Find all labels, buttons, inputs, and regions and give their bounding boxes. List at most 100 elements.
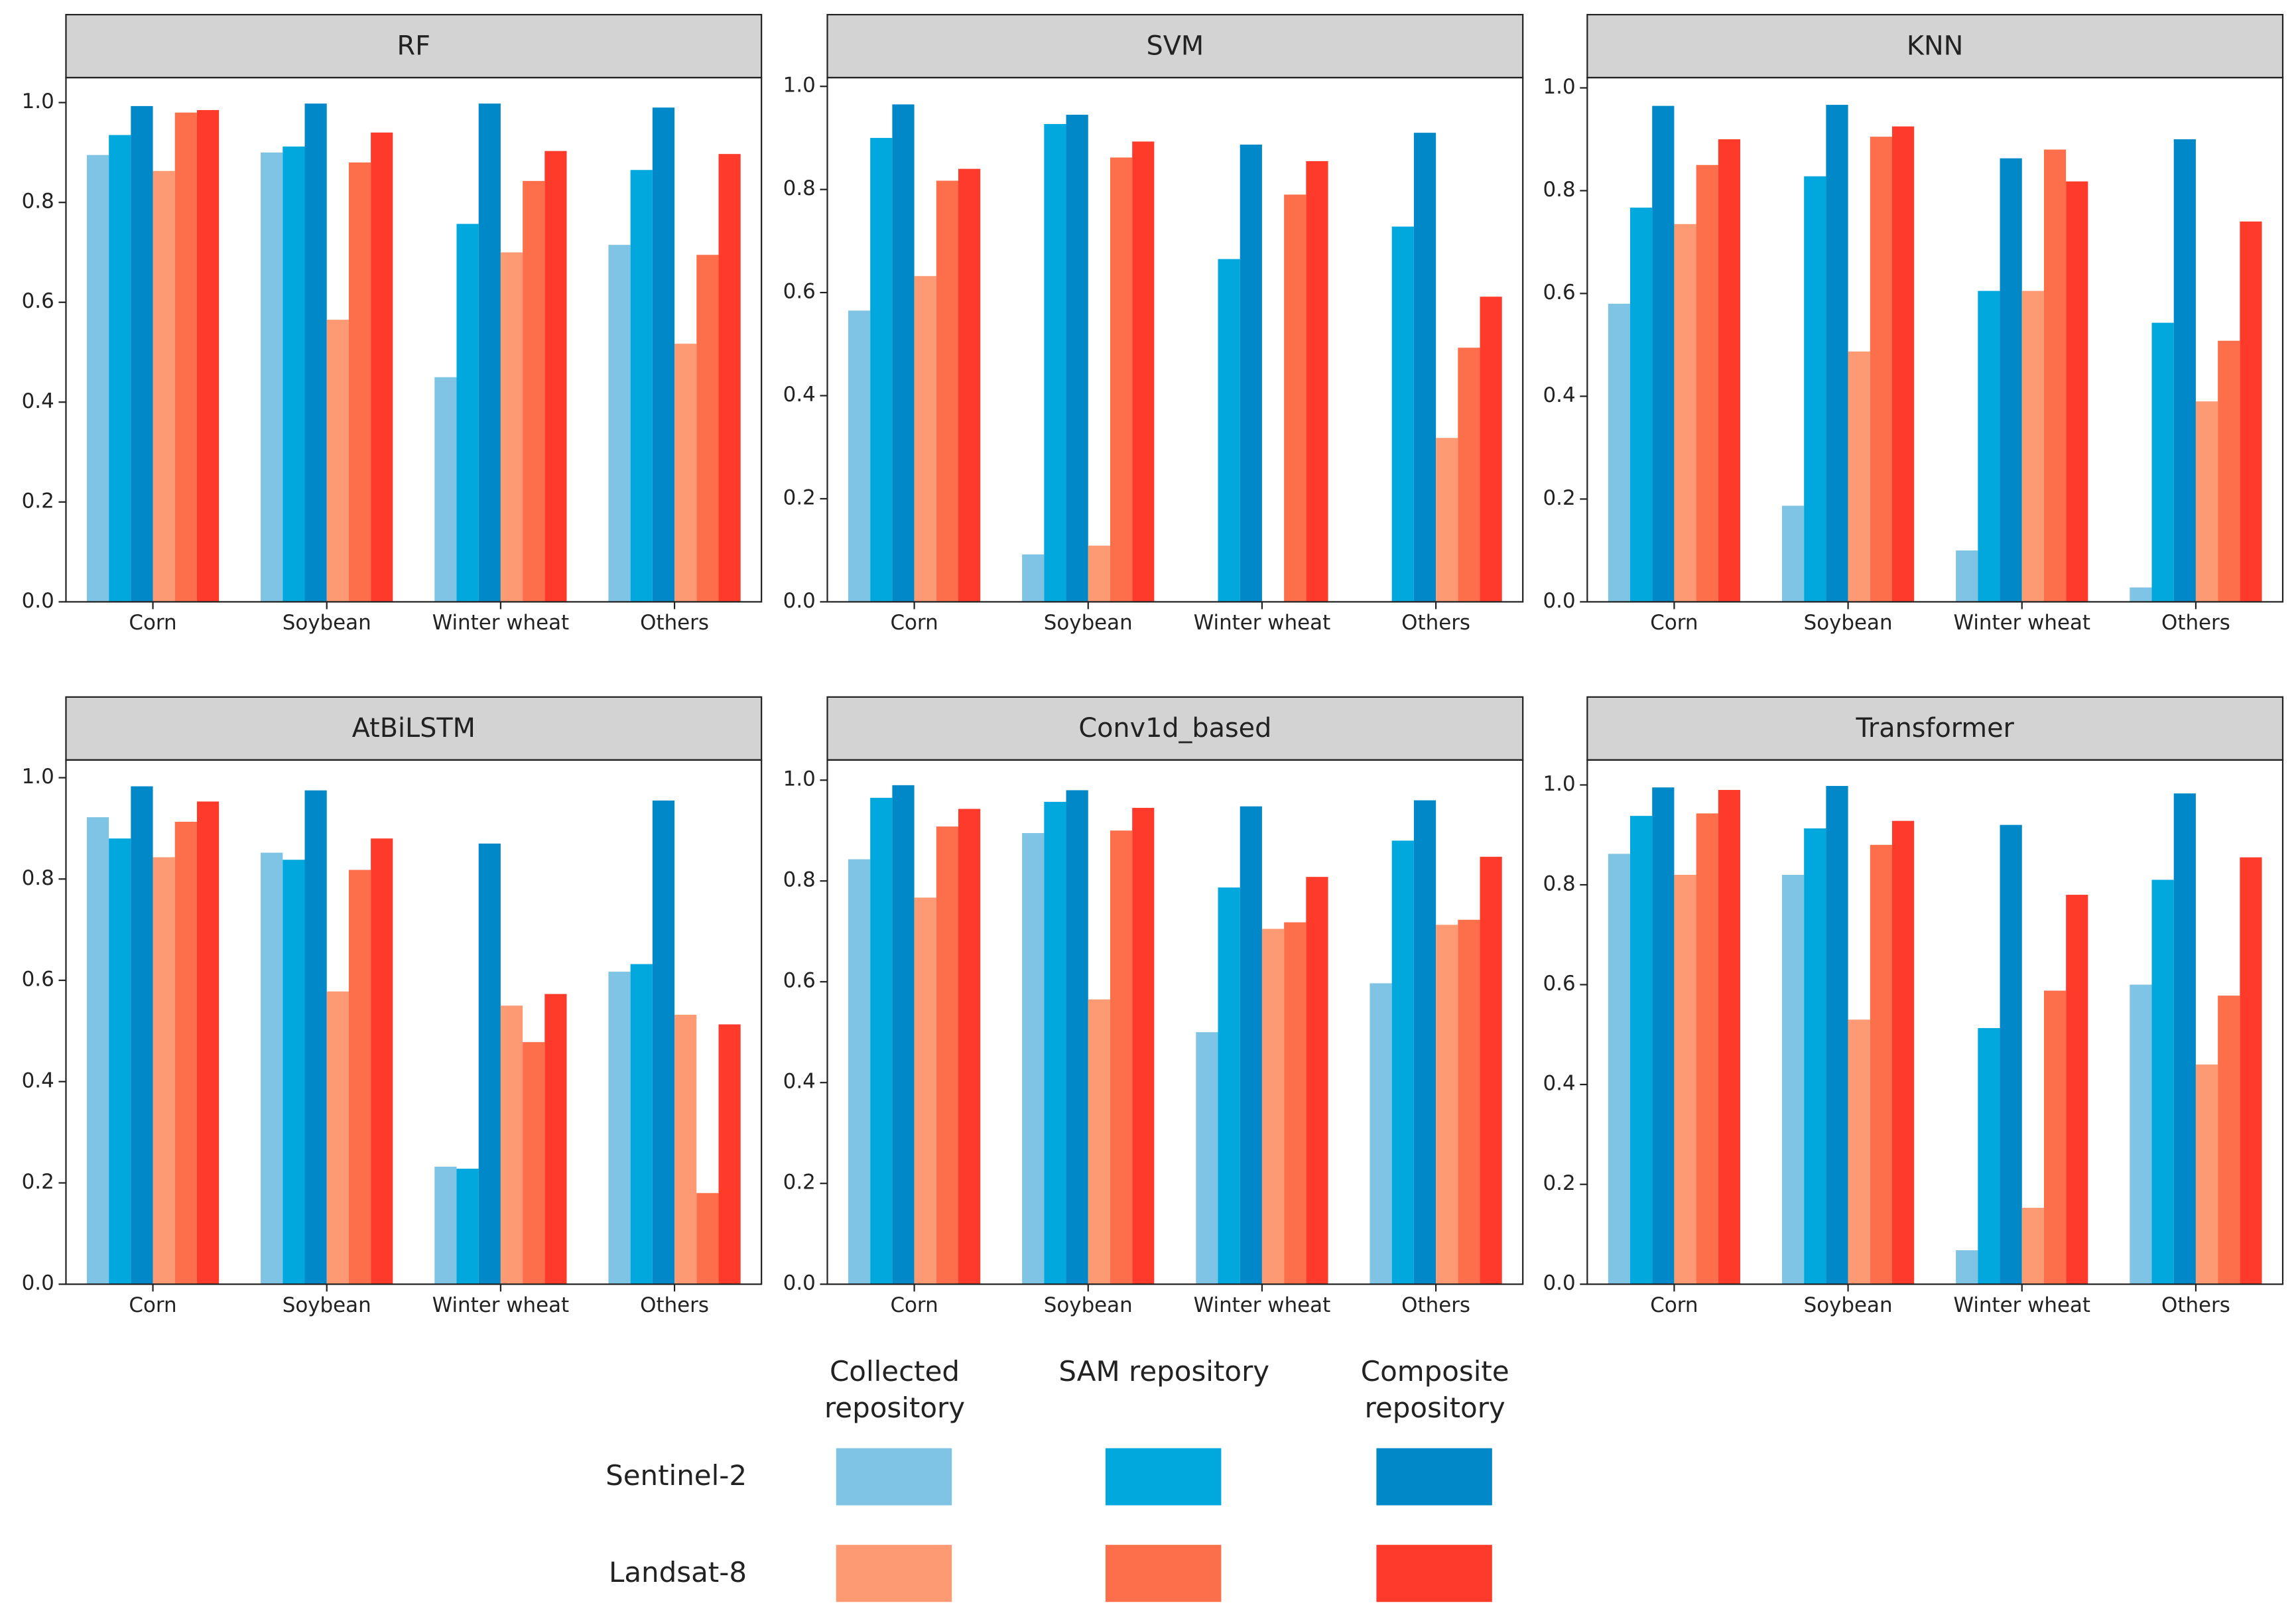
bar: [456, 224, 479, 602]
bar: [86, 155, 109, 602]
bar: [1022, 554, 1045, 602]
y-tick-label: 0.6: [1543, 281, 1576, 304]
bar: [914, 897, 936, 1285]
bar: [283, 860, 305, 1285]
bar: [2000, 824, 2022, 1285]
bar: [892, 785, 915, 1285]
bar: [131, 786, 153, 1285]
y-tick-label: 0.4: [1543, 383, 1576, 407]
y-tick-label: 0.0: [783, 1271, 816, 1295]
bar: [1218, 259, 1240, 602]
x-tick-label: Winter wheat: [1194, 1293, 1331, 1317]
bar: [958, 168, 981, 602]
bar: [630, 964, 653, 1285]
bar: [523, 180, 545, 602]
bar: [1088, 999, 1110, 1285]
y-tick-label: 0.4: [783, 1070, 816, 1094]
bar: [2066, 181, 2088, 602]
bar: [1480, 856, 1502, 1285]
x-tick-label: Others: [1401, 611, 1470, 635]
bar: [348, 162, 371, 602]
legend-column-header: Composite repository: [1361, 1356, 1509, 1425]
bar: [1652, 105, 1675, 602]
y-tick-label: 0.4: [783, 383, 816, 407]
y-tick-label: 0.8: [1543, 872, 1576, 896]
bar: [1458, 348, 1480, 602]
x-tick-label: Winter wheat: [432, 1293, 570, 1317]
bar: [1413, 133, 1436, 602]
bar: [2000, 158, 2022, 602]
bar: [652, 800, 675, 1285]
bar: [1718, 789, 1741, 1285]
legend-swatch: [836, 1448, 952, 1506]
bar: [1629, 816, 1653, 1285]
legend-header-text: Collected repository: [824, 1356, 966, 1425]
x-tick-label: Others: [2161, 1293, 2230, 1317]
bar: [1826, 785, 1848, 1285]
bar: [1781, 505, 1805, 602]
bar: [936, 826, 959, 1285]
legend-row-label: Sentinel-2: [606, 1459, 747, 1492]
y-tick-label: 0.4: [22, 389, 54, 413]
bar: [196, 801, 220, 1285]
y-tick-label: 0.4: [1543, 1072, 1576, 1096]
bar: [86, 817, 109, 1285]
bar: [544, 151, 567, 602]
bar: [674, 1014, 697, 1285]
bar: [652, 107, 675, 602]
bar: [1652, 787, 1675, 1285]
bar: [1110, 157, 1133, 602]
bar: [1110, 830, 1133, 1285]
x-tick-label: Others: [640, 1293, 709, 1317]
bar: [870, 797, 893, 1285]
bar: [1480, 296, 1502, 602]
x-tick-label: Soybean: [1044, 611, 1133, 635]
y-tick-label: 0.0: [22, 1271, 54, 1295]
legend-swatch: [1376, 1545, 1492, 1602]
bar: [696, 1193, 719, 1285]
bar: [1088, 545, 1110, 602]
bar: [1674, 874, 1696, 1285]
y-tick-label: 0.6: [783, 280, 816, 304]
bar: [1870, 137, 1893, 602]
plot-frame: [826, 759, 1524, 1285]
legend-swatch: [1105, 1545, 1222, 1602]
bar: [718, 1024, 741, 1285]
bar: [1284, 194, 1307, 602]
bar: [2066, 895, 2088, 1285]
panel-title-bg: [1586, 13, 2284, 79]
plot-frame: [65, 76, 763, 603]
bar: [478, 103, 501, 602]
bar: [500, 252, 523, 602]
bar: [1240, 145, 1262, 602]
bar: [434, 377, 457, 602]
bar: [304, 790, 327, 1285]
legend-column-header: Collected repository: [824, 1356, 966, 1425]
bar: [109, 838, 131, 1285]
bar: [1826, 105, 1848, 602]
plot-frame: [1586, 76, 2284, 603]
y-tick-label: 0.2: [783, 486, 816, 509]
bar: [2195, 1065, 2218, 1285]
bar: [1196, 1032, 1218, 1285]
bar: [1892, 820, 1915, 1285]
bar: [1306, 161, 1328, 602]
x-tick-label: Others: [1401, 1293, 1470, 1317]
bar: [2218, 340, 2240, 602]
bar: [1284, 922, 1307, 1285]
bar: [174, 821, 197, 1285]
y-tick-label: 0.2: [1543, 1171, 1576, 1195]
y-tick-label: 0.0: [783, 589, 816, 613]
bar: [326, 320, 349, 602]
y-tick-label: 0.2: [22, 489, 54, 513]
legend-swatch: [1376, 1448, 1492, 1506]
bar: [870, 137, 893, 602]
bar: [2021, 1208, 2044, 1285]
bar: [1066, 114, 1088, 602]
bar: [1608, 854, 1630, 1285]
bar: [718, 154, 741, 602]
bar: [2043, 149, 2067, 602]
bar: [456, 1169, 479, 1285]
panel-title: AtBiLSTM: [352, 713, 476, 744]
bar: [1218, 887, 1240, 1285]
